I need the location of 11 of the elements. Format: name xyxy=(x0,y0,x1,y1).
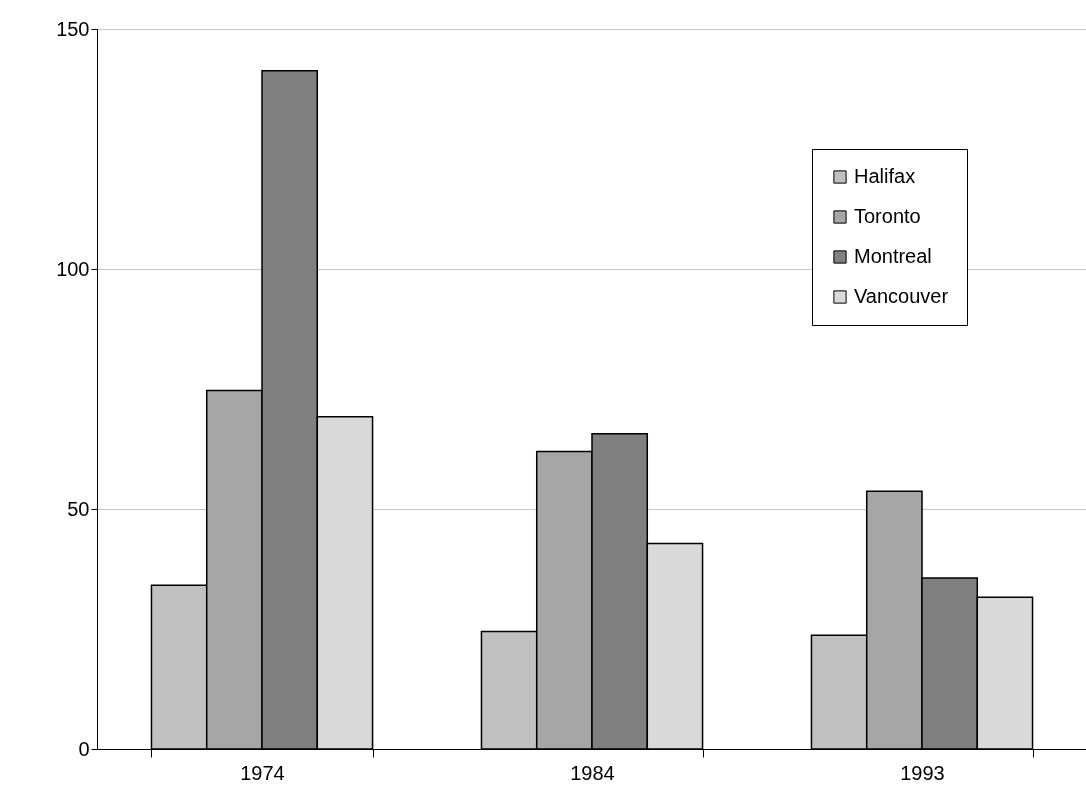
x-tick-label: 1984 xyxy=(570,761,615,784)
y-tick-label: 50 xyxy=(67,497,90,520)
y-tick-label: 0 xyxy=(78,737,90,760)
legend-label: Vancouver xyxy=(854,285,949,307)
legend-label: Toronto xyxy=(854,205,921,227)
legend-label: Halifax xyxy=(854,165,916,187)
y-tick-label: 100 xyxy=(56,257,90,280)
x-tick-label: 1974 xyxy=(240,761,285,784)
y-tick-label: 150 xyxy=(56,17,90,40)
legend-label: Montreal xyxy=(854,245,932,267)
x-tick-label: 1993 xyxy=(900,761,945,784)
